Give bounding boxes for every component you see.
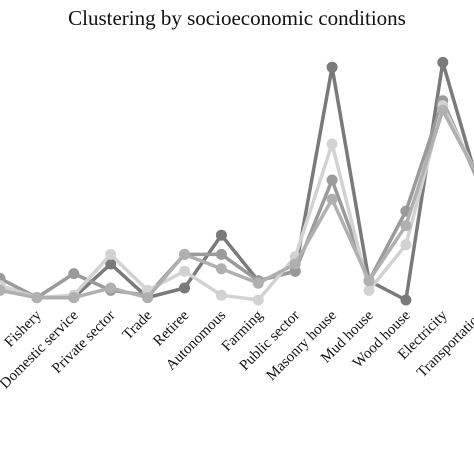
- series-line: [0, 99, 474, 300]
- point: [289, 258, 301, 270]
- point: [437, 56, 449, 68]
- point: [215, 248, 227, 260]
- point: [326, 61, 338, 73]
- point: [142, 292, 154, 304]
- point: [400, 294, 412, 306]
- point: [252, 277, 264, 289]
- point: [326, 193, 338, 205]
- series-line: [0, 103, 474, 302]
- point: [363, 275, 375, 287]
- point: [215, 229, 227, 241]
- series-line: [0, 60, 474, 302]
- point: [0, 284, 6, 296]
- point: [400, 220, 412, 232]
- point: [400, 239, 412, 251]
- point: [68, 292, 80, 304]
- series-line: [0, 108, 474, 300]
- point: [326, 138, 338, 150]
- point: [68, 268, 80, 280]
- point: [179, 265, 190, 277]
- point: [105, 258, 117, 270]
- point: [105, 282, 117, 294]
- point: [326, 174, 338, 186]
- point: [179, 282, 190, 294]
- point: [215, 289, 227, 301]
- point: [105, 248, 117, 260]
- point: [31, 292, 43, 304]
- point: [363, 284, 375, 296]
- point: [215, 263, 227, 275]
- point: [252, 294, 264, 306]
- point: [179, 248, 190, 260]
- chart-title: Clustering by socioeconomic conditions: [68, 6, 406, 30]
- point: [437, 104, 449, 116]
